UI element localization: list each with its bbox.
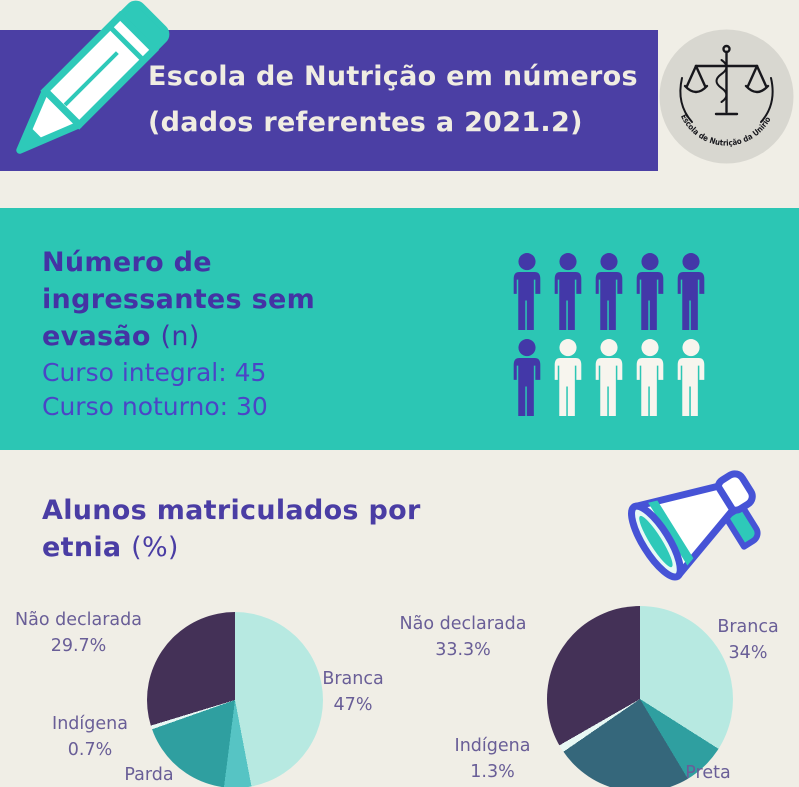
students-pictogram bbox=[508, 252, 710, 420]
person-icon bbox=[549, 252, 587, 334]
person-icon bbox=[672, 338, 710, 420]
ingressantes-heading-line2: ingressantes sem bbox=[42, 284, 316, 315]
pie-left-label-branca: Branca 47% bbox=[322, 669, 384, 715]
ingressantes-heading-light: (n) bbox=[160, 321, 200, 352]
person-icon bbox=[672, 252, 710, 334]
person-icon bbox=[631, 252, 669, 334]
ingressantes-heading: Número de ingressantes sem evasão (n) bbox=[42, 244, 315, 355]
person-icon bbox=[590, 252, 628, 334]
person-icon bbox=[508, 338, 546, 420]
pie-chart-etnia-right bbox=[547, 606, 733, 787]
pie-right-label-preta: Preta bbox=[685, 763, 731, 783]
pie-right-label-nao-declarada: Não declarada 33.3% bbox=[399, 614, 527, 660]
pencil-icon bbox=[16, 0, 170, 154]
ingressantes-section bbox=[0, 208, 799, 450]
etnia-heading: Alunos matriculados por etnia (%) bbox=[42, 492, 421, 566]
course-stats: Curso integral: 45 Curso noturno: 30 bbox=[42, 356, 268, 424]
pie-left-label-parda: Parda bbox=[124, 765, 174, 785]
person-icon bbox=[631, 338, 669, 420]
title-banner: Escola de Nutrição em números (dados ref… bbox=[0, 30, 658, 171]
pie-chart-etnia-left bbox=[147, 612, 323, 787]
person-icon bbox=[549, 338, 587, 420]
pie-right-label-branca: Branca 34% bbox=[717, 617, 779, 663]
stat-curso-noturno: Curso noturno: 30 bbox=[42, 392, 268, 421]
pie-left-label-nao-declarada: Não declarada 29.7% bbox=[15, 610, 142, 656]
pie-right-label-indigena: Indígena 1.3% bbox=[454, 736, 531, 782]
megaphone-icon bbox=[628, 470, 761, 581]
page-title-line2: (dados referentes a 2021.2) bbox=[148, 107, 583, 138]
school-logo: Escola de Nutrição da Unirio bbox=[659, 29, 794, 164]
person-icon bbox=[590, 338, 628, 420]
stat-curso-integral: Curso integral: 45 bbox=[42, 358, 267, 387]
etnia-heading-line1: Alunos matriculados por bbox=[42, 495, 421, 526]
pie-left-label-indigena: Indígena 0.7% bbox=[52, 714, 128, 760]
etnia-heading-light: (%) bbox=[131, 532, 179, 563]
ingressantes-heading-line3: evasão (n) bbox=[42, 318, 315, 355]
page-title-line1: Escola de Nutrição em números bbox=[148, 61, 638, 92]
ingressantes-heading-line1: Número de bbox=[42, 247, 212, 278]
ingressantes-heading-bold: evasão bbox=[42, 321, 151, 352]
etnia-heading-bold: etnia bbox=[42, 532, 122, 563]
person-icon bbox=[508, 252, 546, 334]
etnia-heading-line2: etnia (%) bbox=[42, 529, 421, 566]
